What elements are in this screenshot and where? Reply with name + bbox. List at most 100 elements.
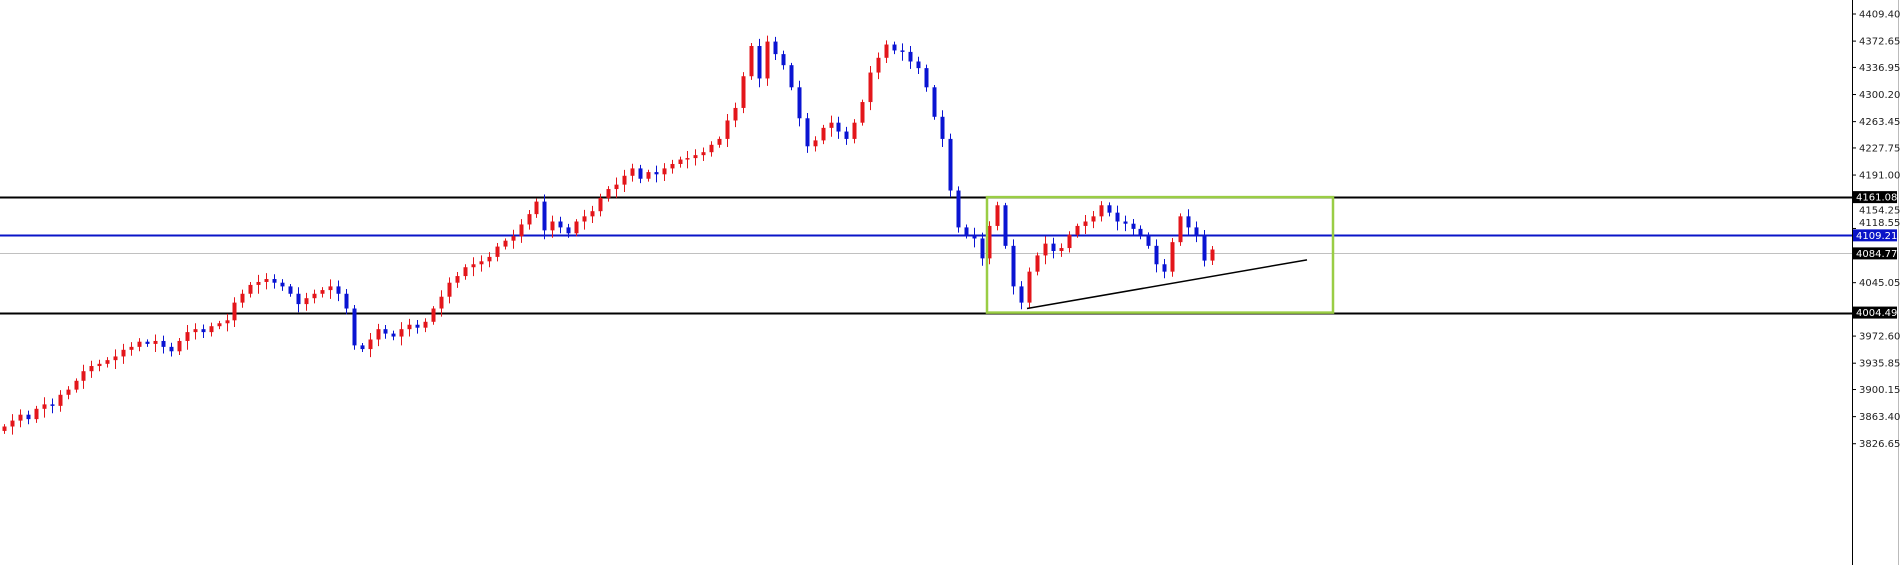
candle-body: [654, 172, 659, 175]
candle: [1202, 230, 1207, 267]
candle-body: [248, 284, 253, 294]
candle-body: [1146, 234, 1151, 246]
candle-body: [177, 340, 182, 352]
candle: [368, 332, 373, 358]
level-price-label: 4161.08: [1856, 193, 1897, 204]
candle-body: [105, 360, 110, 364]
candle-body: [344, 293, 349, 309]
candle-body: [614, 184, 619, 190]
candle-body: [916, 61, 921, 69]
candle: [1059, 243, 1064, 257]
candle-body: [550, 221, 555, 231]
candle-body: [391, 333, 396, 337]
candle-body: [805, 118, 810, 147]
candle: [177, 338, 182, 355]
candle: [10, 414, 15, 435]
candle-body: [1003, 205, 1008, 246]
candle: [725, 113, 730, 148]
y-tick-label: 3826.65: [1859, 439, 1900, 450]
candle: [58, 390, 63, 412]
candle-body: [821, 127, 826, 141]
candle: [209, 322, 214, 337]
candle-body: [34, 408, 39, 420]
candle-body: [717, 138, 722, 145]
candle: [1043, 236, 1048, 265]
candle: [34, 405, 39, 423]
candle-body: [940, 116, 945, 139]
candle-body: [1154, 245, 1159, 265]
candle: [137, 338, 142, 352]
candle: [1210, 245, 1215, 266]
candle-body: [1178, 216, 1183, 243]
candle-body: [320, 290, 325, 294]
candle-body: [1186, 216, 1191, 228]
candle-body: [519, 224, 524, 237]
candle: [733, 102, 738, 128]
candle-body: [209, 326, 214, 333]
candle: [630, 163, 635, 182]
candle: [320, 287, 325, 298]
candle: [296, 287, 301, 313]
price-axis[interactable]: 4409.40 4372.65 4336.95 4300.20 4263.45 4227.…: [1852, 10, 1900, 451]
candle: [344, 289, 349, 315]
candle-body: [193, 329, 198, 333]
candle: [1083, 215, 1088, 235]
candle: [336, 280, 341, 302]
candle: [455, 271, 460, 288]
candle: [900, 43, 905, 61]
candle-body: [97, 363, 102, 367]
candle: [129, 342, 134, 356]
candle-body: [590, 211, 595, 217]
candle-body: [81, 371, 86, 381]
candle-body: [852, 122, 857, 139]
candle: [582, 209, 587, 230]
candle-body: [892, 44, 897, 51]
candle-body: [137, 341, 142, 347]
candle-body: [352, 308, 357, 346]
candle: [908, 46, 913, 69]
y-tick-label: 4154.25: [1859, 206, 1900, 217]
candle-body: [733, 107, 738, 121]
candle: [868, 66, 873, 111]
candle-body: [360, 345, 365, 350]
candle-body: [185, 332, 190, 341]
candle: [956, 186, 961, 233]
candle: [232, 297, 237, 327]
candle-body: [1059, 248, 1064, 252]
candle: [145, 339, 150, 347]
candle: [280, 279, 285, 291]
candle-body: [1162, 264, 1167, 272]
candle: [1019, 281, 1024, 310]
candle-body: [1115, 212, 1120, 222]
candle: [781, 50, 786, 70]
candle: [693, 149, 698, 166]
candle: [829, 115, 834, 137]
candle-body: [868, 72, 873, 103]
candle: [598, 193, 603, 217]
level-price-label: 4084.77: [1856, 249, 1897, 260]
candle-body: [145, 341, 150, 344]
candle: [185, 325, 190, 350]
candle: [1123, 215, 1128, 232]
candle: [169, 342, 174, 357]
y-tick-label: 4191.00: [1859, 171, 1900, 182]
y-tick-label: 3935.85: [1859, 359, 1900, 370]
candle: [328, 279, 333, 299]
candle: [916, 56, 921, 75]
candle: [789, 62, 794, 91]
y-tick-label: 4409.40: [1859, 10, 1900, 21]
candle-body: [431, 308, 436, 322]
candle-body: [1043, 243, 1048, 256]
candle: [940, 110, 945, 148]
candle-body: [1011, 245, 1016, 287]
candle-body: [201, 329, 206, 333]
candle-body: [860, 102, 865, 123]
candles: [2, 35, 1215, 435]
candle: [1115, 205, 1120, 231]
candle: [519, 219, 524, 243]
candle-body: [383, 329, 388, 334]
candle: [852, 119, 857, 144]
candle: [193, 323, 198, 340]
candle-body: [765, 41, 770, 79]
